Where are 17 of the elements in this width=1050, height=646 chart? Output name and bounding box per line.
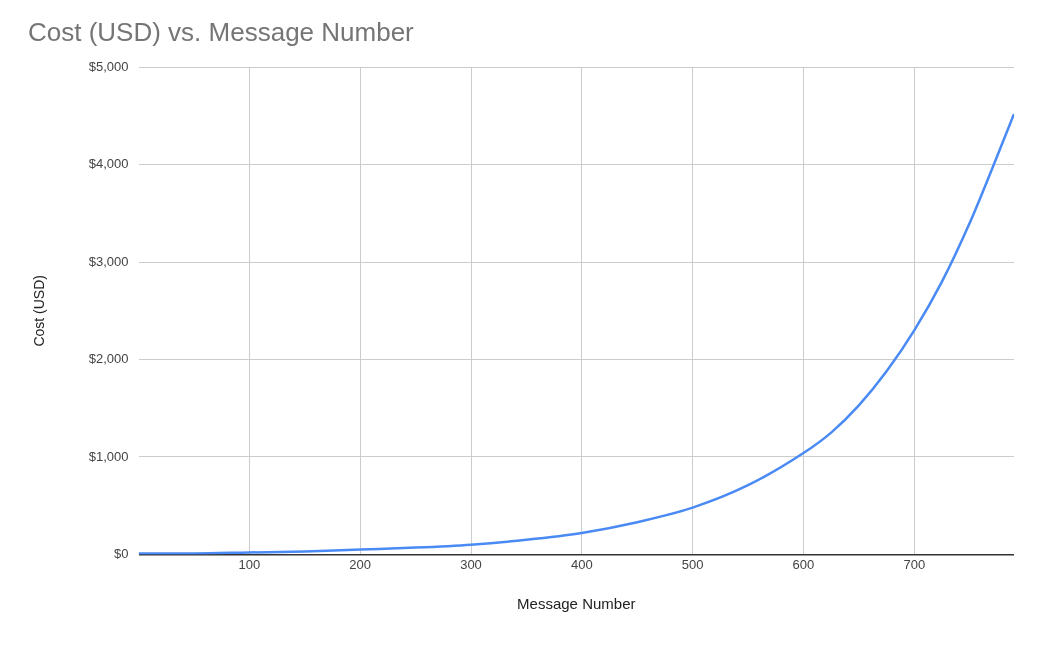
x-tick-label: 600 xyxy=(792,556,815,572)
y-tick-label: $3,000 xyxy=(88,253,129,269)
x-tick-label: 500 xyxy=(681,556,704,572)
x-axis-title: Message Number xyxy=(517,595,636,613)
y-tick-label: $2,000 xyxy=(88,351,129,367)
x-tick-label: 700 xyxy=(903,556,926,572)
x-tick-label: 400 xyxy=(570,556,593,572)
y-tick-label: $0 xyxy=(114,545,129,561)
line-series xyxy=(138,112,1014,555)
chart-title: Cost (USD) vs. Message Number xyxy=(28,16,415,47)
y-tick-label: $5,000 xyxy=(88,58,129,74)
y-tick-label: $4,000 xyxy=(88,156,129,172)
y-tick-label: $1,000 xyxy=(88,448,129,464)
y-axis-title: Cost (USD) xyxy=(31,275,48,347)
x-tick-label: 200 xyxy=(349,556,372,572)
x-tick-label: 300 xyxy=(460,556,482,572)
x-tick-label: 100 xyxy=(238,556,261,572)
